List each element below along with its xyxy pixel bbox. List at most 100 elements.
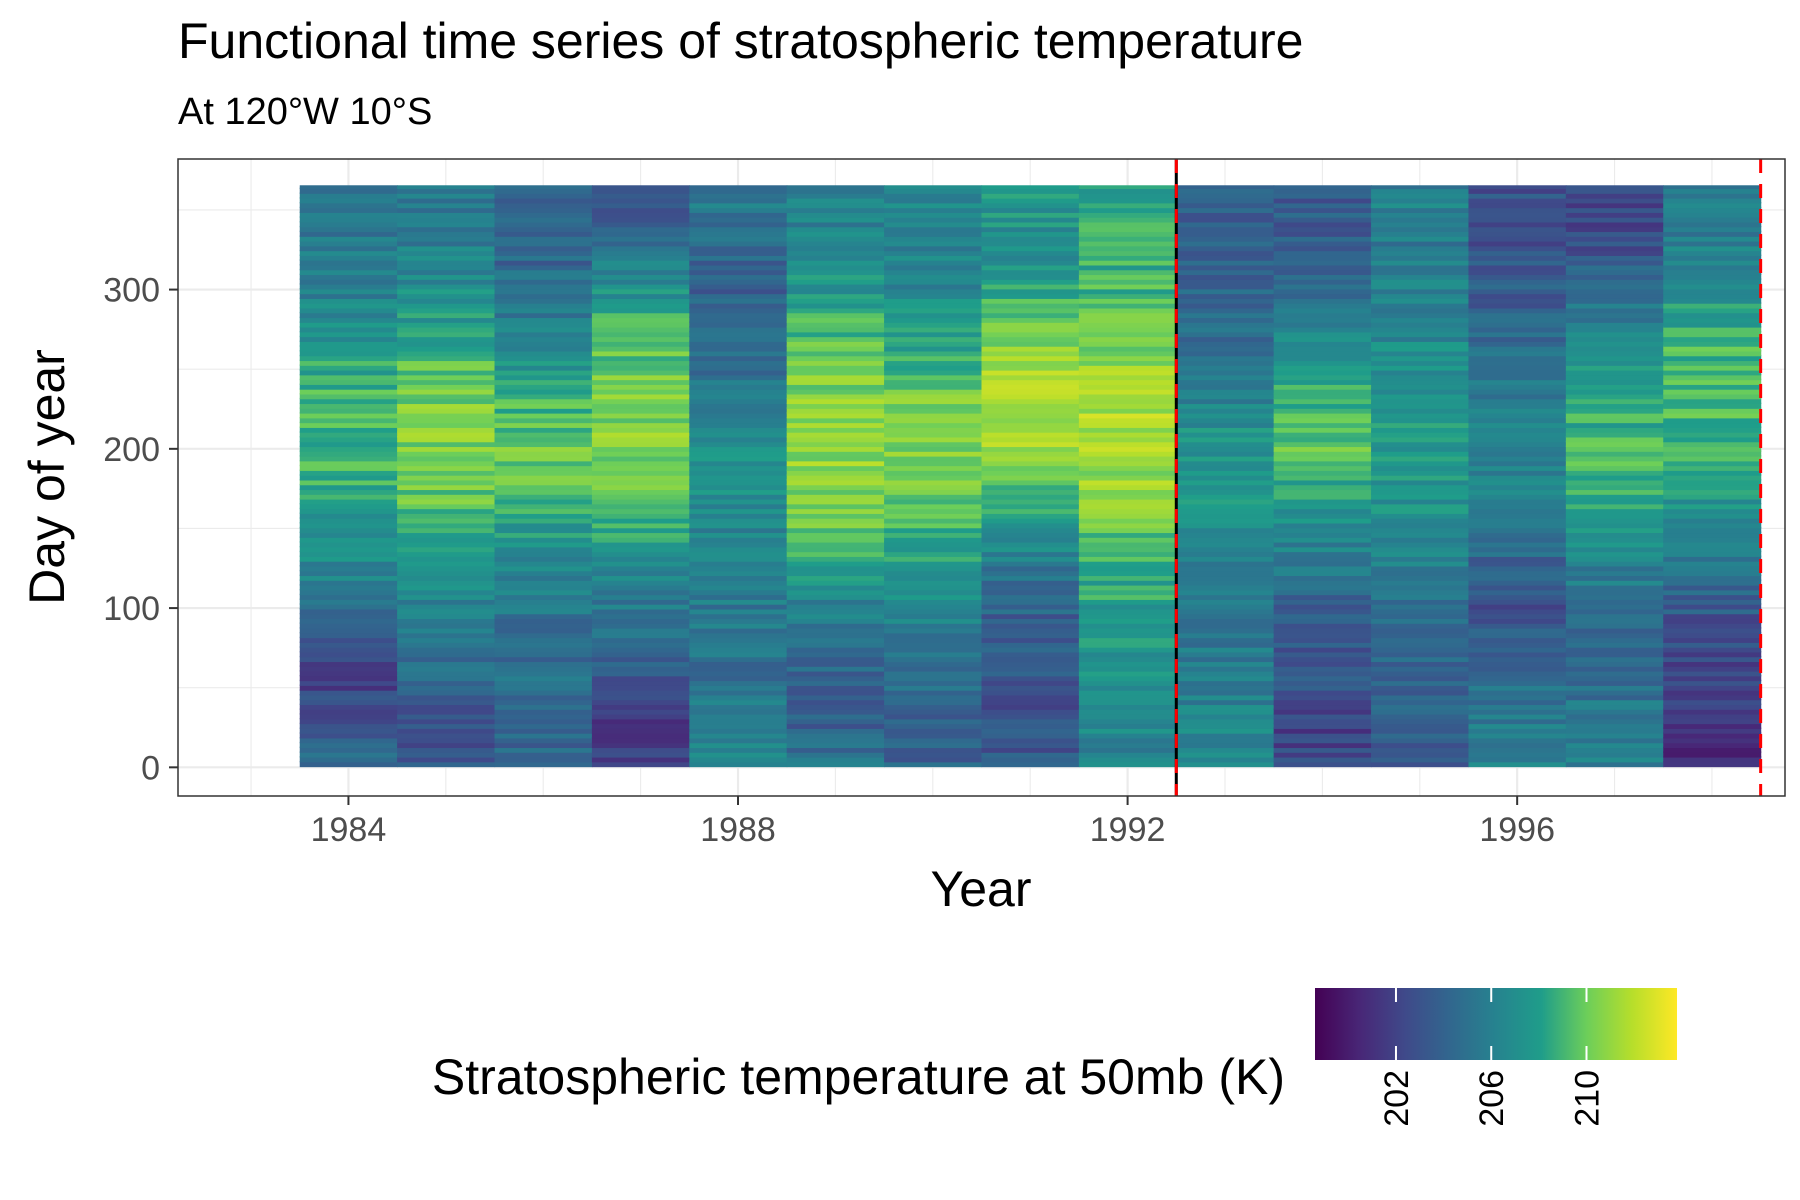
heatmap-cell (1273, 622, 1372, 629)
heatmap-cell (884, 670, 983, 677)
heatmap-cell (1468, 660, 1567, 667)
heatmap-cell (1371, 364, 1470, 371)
heatmap-cell (1371, 569, 1470, 577)
heatmap-cell (1273, 703, 1372, 710)
heatmap-cell (1176, 197, 1275, 204)
heatmap-cell (1663, 760, 1762, 768)
heatmap-cell (981, 732, 1080, 739)
heatmap-cell (591, 550, 690, 557)
heatmap-cell (1273, 268, 1372, 276)
heatmap-cell (397, 192, 496, 199)
heatmap-cell (981, 249, 1080, 256)
heatmap-cell (494, 278, 593, 285)
heatmap-cell (397, 369, 496, 376)
heatmap-cell (494, 268, 593, 276)
heatmap-cell (981, 407, 1080, 414)
heatmap-cell (591, 321, 690, 328)
heatmap-cell (1176, 201, 1275, 209)
heatmap-cell (981, 436, 1080, 443)
heatmap-cell (884, 608, 983, 615)
heatmap-cell (1565, 660, 1664, 667)
heatmap-cell (1273, 185, 1372, 190)
heatmap-cell (299, 459, 398, 467)
heatmap-cell (1371, 235, 1470, 242)
heatmap-cell (299, 426, 398, 433)
heatmap-cell (1565, 536, 1664, 543)
heatmap-cell (1663, 326, 1762, 333)
heatmap-cell (591, 698, 690, 706)
heatmap-cell (1176, 708, 1275, 715)
heatmap-cell (1663, 502, 1762, 510)
heatmap-cell (591, 249, 690, 256)
heatmap-cell (1371, 541, 1470, 548)
heatmap-cell (884, 345, 983, 352)
heatmap-cell (494, 727, 593, 734)
heatmap-cell (689, 689, 788, 696)
heatmap-cell (1176, 674, 1275, 682)
heatmap-cell (1273, 631, 1372, 639)
heatmap-cell (1176, 502, 1275, 510)
heatmap-cell (884, 402, 983, 409)
heatmap-cell (981, 665, 1080, 672)
heatmap-cell (1468, 383, 1567, 390)
heatmap-cell (786, 703, 885, 710)
heatmap-cell (591, 273, 690, 280)
heatmap-cell (1273, 416, 1372, 424)
heatmap-cell (299, 674, 398, 682)
heatmap-cell (884, 273, 983, 280)
heatmap-cell (1176, 560, 1275, 567)
heatmap-cell (1468, 708, 1567, 715)
heatmap-cell (397, 655, 496, 663)
heatmap-cell (1663, 488, 1762, 495)
heatmap-cell (1273, 488, 1372, 495)
heatmap-cell (494, 579, 593, 586)
heatmap-cell (1273, 459, 1372, 467)
heatmap-cell (1176, 641, 1275, 648)
heatmap-cell (1565, 431, 1664, 438)
heatmap-cell (1176, 722, 1275, 729)
heatmap-cell (689, 756, 788, 763)
heatmap-cell (494, 221, 593, 228)
heatmap-cell (1176, 316, 1275, 323)
heatmap-cell (884, 307, 983, 314)
heatmap-cell (981, 636, 1080, 643)
heatmap-cell (397, 531, 496, 538)
heatmap-cell (884, 340, 983, 347)
heatmap-cell (299, 536, 398, 543)
heatmap-cell (1273, 732, 1372, 739)
heatmap-cell (397, 187, 496, 194)
heatmap-cell (299, 713, 398, 720)
heatmap-cell (1565, 450, 1664, 457)
heatmap-cell (1371, 531, 1470, 538)
heatmap-cell (689, 340, 788, 347)
heatmap-cell (786, 402, 885, 409)
heatmap-cell (1565, 746, 1664, 753)
heatmap-cell (1371, 283, 1470, 290)
heatmap-cell (494, 555, 593, 562)
heatmap-cell (981, 526, 1080, 534)
heatmap-cell (1371, 684, 1470, 691)
heatmap-cell (1371, 756, 1470, 763)
heatmap-cell (1273, 674, 1372, 682)
heatmap-cell (1468, 216, 1567, 223)
heatmap-cell (981, 445, 1080, 452)
heatmap-cell (1468, 350, 1567, 357)
heatmap-cell (299, 287, 398, 295)
heatmap-cell (1176, 378, 1275, 385)
heatmap-cell (1663, 555, 1762, 562)
heatmap-cell (1663, 407, 1762, 414)
heatmap-cell (981, 756, 1080, 763)
heatmap-cell (884, 708, 983, 715)
heatmap-cell (689, 407, 788, 414)
heatmap-cell (1468, 283, 1567, 290)
heatmap-cell (591, 455, 690, 462)
heatmap-cell (1078, 708, 1177, 715)
heatmap-cell (689, 254, 788, 261)
heatmap-cell (397, 694, 496, 701)
heatmap-cell (1371, 373, 1470, 381)
heatmap-cell (591, 187, 690, 194)
heatmap-cell (1663, 436, 1762, 443)
heatmap-cell (1176, 622, 1275, 629)
heatmap-cell (1176, 397, 1275, 405)
